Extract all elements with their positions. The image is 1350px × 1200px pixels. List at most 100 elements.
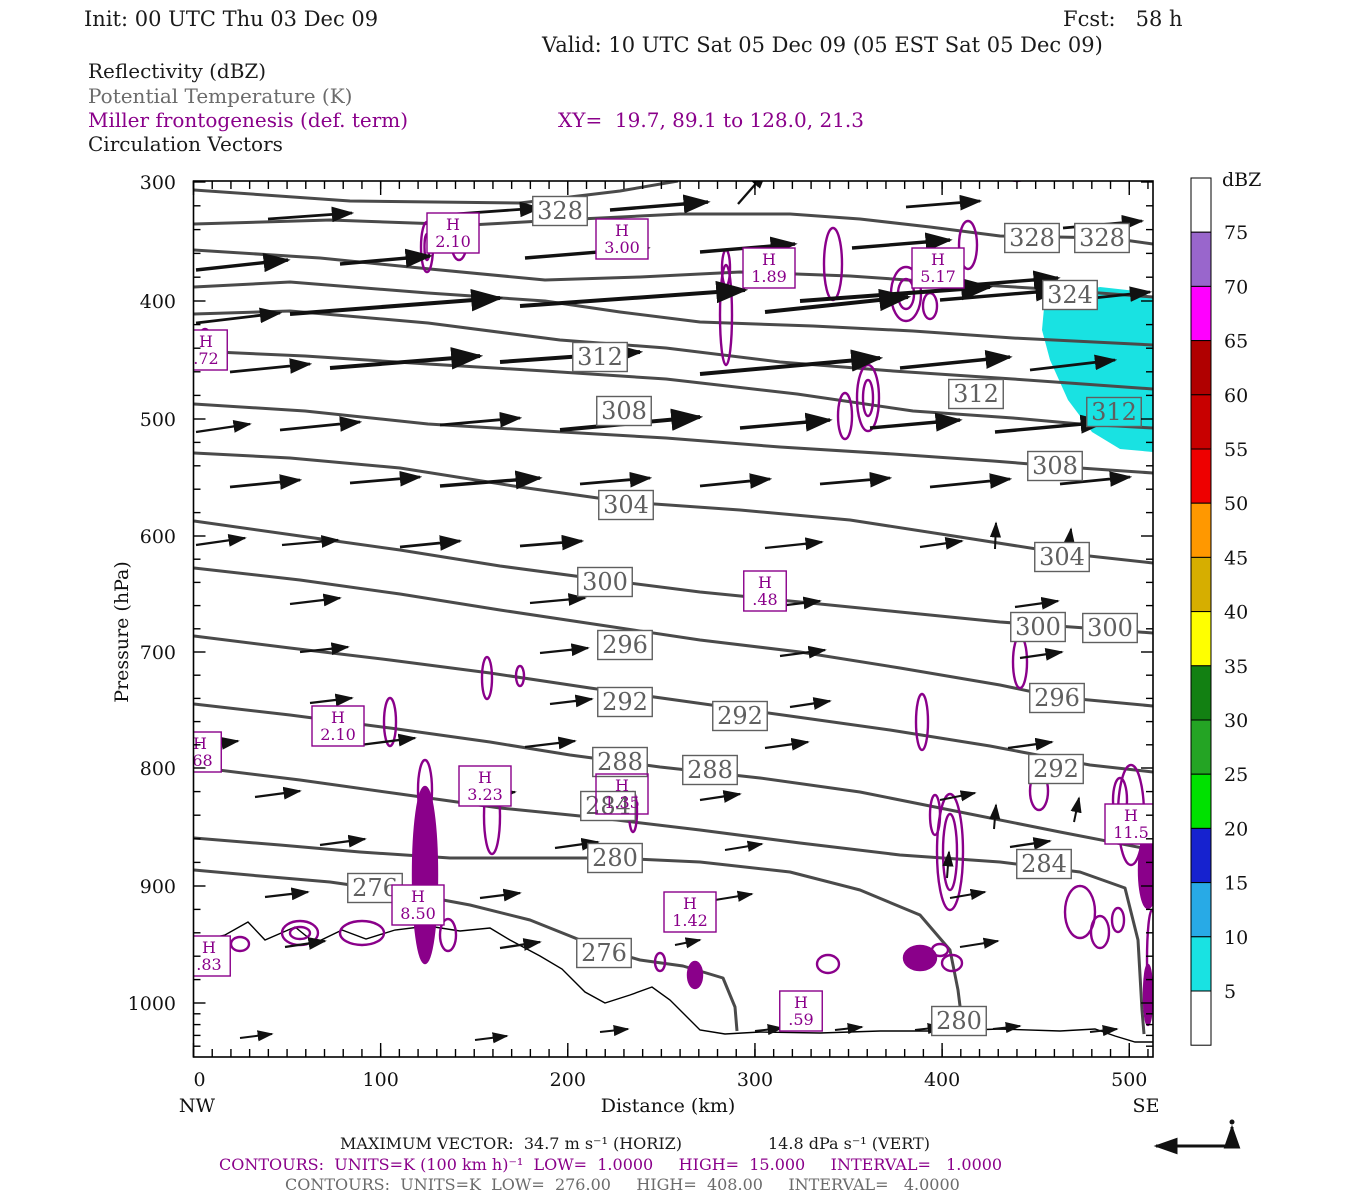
circulation-vector-arrow xyxy=(724,840,764,852)
theta-label: 328 xyxy=(537,197,583,225)
theta-label: 276 xyxy=(352,874,398,902)
h-marker-value: .48 xyxy=(752,590,777,609)
circulation-vector-arrow xyxy=(254,786,302,800)
theta-label: 324 xyxy=(1047,281,1093,309)
theta-label-box xyxy=(592,746,648,778)
h-marker-box xyxy=(742,247,796,289)
y-tick-label: 500 xyxy=(140,409,176,431)
colorbar-tick-label: 40 xyxy=(1224,602,1248,624)
y-tick-label: 300 xyxy=(140,172,176,194)
theta-label-box xyxy=(682,754,738,786)
frontogenesis-contour xyxy=(1142,963,1153,1027)
frontogenesis-contour-spec-label: CONTOURS: UNITS=K (100 km h)⁻¹ LOW= 1.00… xyxy=(219,1155,1003,1174)
theta-label: 328 xyxy=(1009,224,1055,252)
h-marker-box xyxy=(311,705,365,747)
frontogenesis-contour xyxy=(935,792,965,912)
frontogenesis-contour xyxy=(940,953,964,973)
circulation-vector-arrow xyxy=(281,535,340,548)
circulation-vector-arrow xyxy=(299,642,350,656)
h-marker-letter: H xyxy=(615,221,629,240)
circulation-vector-arrow xyxy=(737,181,768,205)
theta-contour-276 xyxy=(193,868,739,1032)
h-marker-letter: H xyxy=(683,894,697,913)
theta-label: 312 xyxy=(1091,398,1137,426)
h-marker-box xyxy=(663,891,717,933)
circulation-vector-arrow xyxy=(195,533,247,547)
circulation-vector-arrow xyxy=(699,349,884,376)
h-marker-letter: H xyxy=(794,993,808,1012)
circulation-vector-arrow xyxy=(714,890,754,902)
h-marker-value: .59 xyxy=(788,1010,813,1029)
theta-label: 304 xyxy=(603,491,649,519)
theta-label: 292 xyxy=(1033,755,1079,783)
theta-label-box xyxy=(587,842,643,874)
colorbar-segment xyxy=(1190,340,1212,396)
circulation-vector-arrow xyxy=(699,790,742,803)
frontogenesis-contour xyxy=(718,263,734,367)
colorbar-segment xyxy=(1190,611,1212,667)
h-marker-box xyxy=(595,773,649,815)
plot-interior: 328 328 328 324 312 312 312 308 308 304 304 300 300 3… xyxy=(193,181,1153,1044)
frontogenesis-contour xyxy=(855,363,881,433)
circulation-vector-arrow xyxy=(267,206,355,223)
circulation-vector-arrow xyxy=(474,1032,509,1044)
theta-label: 284 xyxy=(585,792,631,820)
colorbar-tick-label: 5 xyxy=(1224,981,1236,1003)
circulation-vector-arrow xyxy=(319,834,367,848)
h-marker-value: 5.17 xyxy=(920,267,956,286)
circulation-vector-arrow xyxy=(1014,596,1060,610)
h-marker-letter: H xyxy=(331,708,345,727)
theta-contour-292 xyxy=(193,634,1153,774)
circulation-vector-arrow xyxy=(939,790,977,802)
circulation-vector-arrow xyxy=(1070,796,1082,823)
frontogenesis-contour xyxy=(229,935,251,953)
h-marker-value: .72 xyxy=(193,349,218,368)
theta-label: 288 xyxy=(597,748,643,776)
theta-label-box xyxy=(596,395,652,427)
colorbar-segment xyxy=(1190,827,1212,884)
theta-label-box xyxy=(1029,682,1085,714)
frontogenesis-contour xyxy=(514,664,526,688)
circulation-vector-arrow xyxy=(919,536,964,550)
circulation-vector-arrow xyxy=(349,470,423,487)
frontogenesis-contour xyxy=(1110,906,1126,934)
frontogenesis-contour xyxy=(382,696,398,748)
theta-label-box xyxy=(532,195,588,227)
frontogenesis-contour xyxy=(438,917,458,953)
param-frontogenesis-label: Miller frontogenesis (def. term) xyxy=(88,108,409,132)
h-marker-letter: H xyxy=(411,887,425,906)
y-tick-label: 1000 xyxy=(128,993,176,1015)
circulation-vector-arrow xyxy=(764,288,912,314)
circulation-vector-arrow xyxy=(524,736,577,750)
colorbar-segment xyxy=(1190,502,1212,558)
circulation-vector-arrow xyxy=(195,253,291,273)
h-marker-box xyxy=(743,570,787,612)
circulation-vector-arrow xyxy=(439,411,523,428)
theta-label-box xyxy=(1074,222,1130,254)
frontogenesis-contour xyxy=(921,291,939,321)
circulation-vector-arrow xyxy=(195,420,252,434)
circulation-vector-arrow xyxy=(579,471,653,488)
h-marker-letter: H xyxy=(202,938,216,957)
h-marker-letter: H xyxy=(931,250,945,269)
circulation-vector-arrow xyxy=(479,888,522,902)
theta-label-box xyxy=(712,700,768,732)
h-marker-box xyxy=(911,247,965,289)
circulation-vector-arrow xyxy=(699,473,773,489)
circulation-vector-arrow xyxy=(279,416,363,432)
h-marker-value: 1.89 xyxy=(751,267,787,286)
param-reflectivity-label: Reflectivity (dBZ) xyxy=(88,59,267,83)
colorbar-tick-label: 35 xyxy=(1224,656,1248,678)
frontogenesis-contour xyxy=(411,785,439,965)
theta-label: 308 xyxy=(1032,452,1078,480)
colorbar-tick-label: 65 xyxy=(1224,331,1248,353)
theta-label: 276 xyxy=(581,939,627,967)
max-vector-horiz-label: MAXIMUM VECTOR: 34.7 m s⁻¹ (HORIZ) xyxy=(340,1134,683,1153)
h-marker-letter: H xyxy=(199,332,213,351)
frontogenesis-contour xyxy=(338,919,386,947)
colorbar-tick-label: 50 xyxy=(1224,493,1248,515)
frontogenesis-contour xyxy=(288,925,312,941)
reference-vector-dot xyxy=(1229,1119,1235,1125)
circulation-vector-arrow xyxy=(499,938,542,951)
